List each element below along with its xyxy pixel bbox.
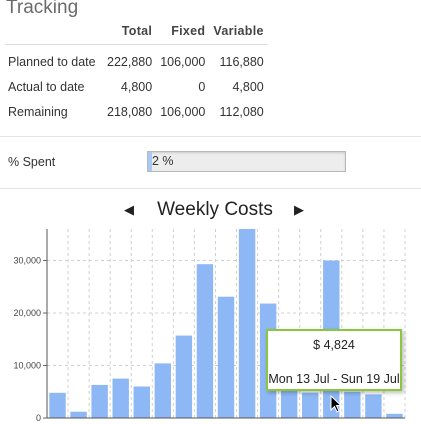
- triangle-right-icon[interactable]: ▶: [294, 202, 304, 217]
- header-blank: [5, 22, 103, 45]
- bar: [70, 411, 87, 418]
- tooltip-date-range: Mon 13 Jul - Sun 19 Jul: [268, 372, 400, 386]
- row-label: Actual to date: [8, 79, 85, 94]
- y-tick-label: 10,000: [13, 361, 41, 371]
- table-row: Actual to date 4,800 0 4,800: [5, 74, 268, 99]
- bar: [154, 363, 172, 418]
- chart-title: Weekly Costs: [157, 199, 273, 220]
- section-title: Tracking: [6, 0, 79, 18]
- tooltip-amount: $ 4,824: [313, 338, 355, 352]
- row-label: Planned to date: [8, 54, 96, 69]
- chart-tooltip: $ 4,824 Mon 13 Jul - Sun 19 Jul: [266, 329, 402, 391]
- y-tick-label: 20,000: [13, 308, 41, 318]
- table-row: Planned to date 222,880 106,000 116,880: [5, 45, 268, 75]
- bar: [112, 378, 129, 418]
- progress-text: 2 %: [152, 154, 174, 168]
- bar: [217, 296, 235, 418]
- cell-variable: 112,080: [219, 104, 264, 119]
- bar: [365, 394, 382, 418]
- cell-variable: 4,800: [232, 79, 264, 94]
- cell-total: 4,800: [120, 79, 153, 94]
- divider: [0, 136, 421, 137]
- progress-fill: [148, 152, 152, 171]
- mouse-cursor-icon: [330, 395, 343, 413]
- triangle-left-icon[interactable]: ◀: [124, 202, 134, 217]
- table-row: Remaining 218,080 106,000 112,080: [5, 99, 268, 124]
- bar: [91, 384, 108, 418]
- bar: [302, 392, 319, 418]
- cell-total: 222,880: [107, 54, 153, 69]
- cell-fixed: 0: [198, 79, 206, 94]
- bar: [238, 229, 256, 418]
- header-variable: Variable: [209, 22, 268, 45]
- cell-fixed: 106,000: [160, 104, 206, 119]
- bar: [133, 386, 150, 418]
- tracking-table: Total Fixed Variable Planned to date 222…: [5, 22, 268, 124]
- bar: [386, 413, 403, 418]
- spent-label: % Spent: [8, 155, 56, 169]
- cell-variable: 116,880: [219, 54, 264, 69]
- cell-total: 218,080: [107, 104, 153, 119]
- divider: [0, 188, 421, 189]
- y-tick-label: 0: [36, 413, 41, 423]
- row-label: Remaining: [8, 104, 68, 119]
- spent-progress-bar: 2 %: [147, 151, 346, 172]
- header-total: Total: [103, 22, 157, 45]
- bar: [196, 264, 214, 418]
- chart-header: ◀ Weekly Costs ▶: [120, 198, 310, 224]
- weekly-costs-chart: 0 10,000 20,000 30,000: [13, 229, 406, 423]
- bar: [175, 335, 193, 418]
- table-header-row: Total Fixed Variable: [5, 22, 268, 45]
- bar: [344, 391, 361, 418]
- y-tick-label: 30,000: [13, 256, 41, 266]
- header-fixed: Fixed: [156, 22, 210, 45]
- cell-fixed: 106,000: [160, 54, 206, 69]
- bar: [49, 392, 66, 418]
